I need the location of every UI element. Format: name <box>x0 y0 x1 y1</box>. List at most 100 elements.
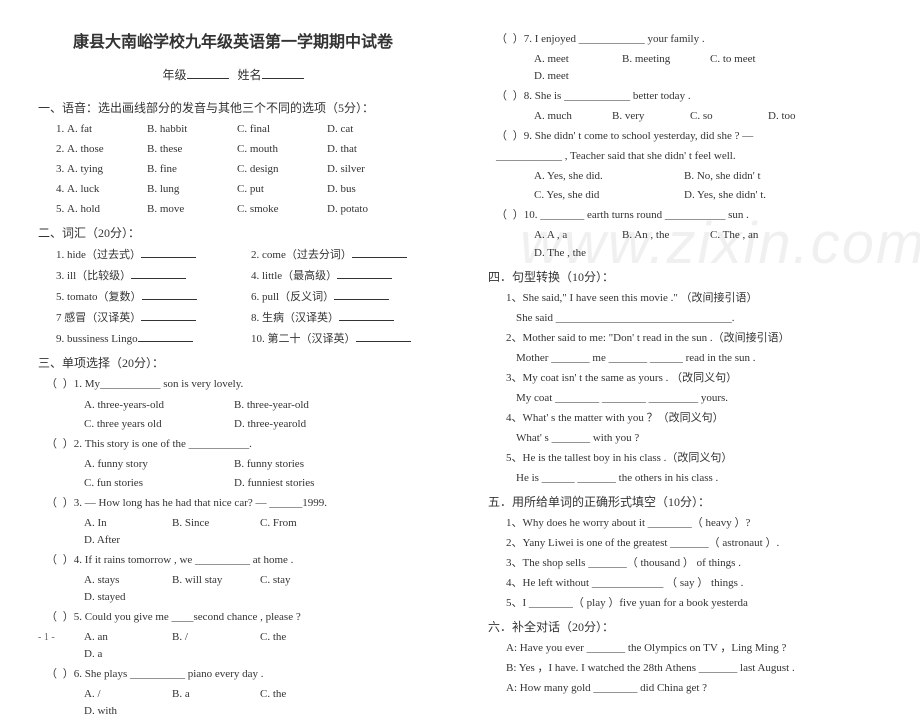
a: A. funny story <box>84 456 234 473</box>
b: B. a <box>172 686 260 703</box>
r: 2. come（过去分词） <box>251 249 352 261</box>
blank[interactable] <box>142 288 197 300</box>
b: B. these <box>147 141 237 158</box>
a: A. A , a <box>534 227 622 244</box>
q5: （ ）5. Could you give me ____second chanc… <box>46 609 428 626</box>
b: B. funny stories <box>234 456 384 473</box>
q10: （ ）10. ________ earth turns round ______… <box>496 207 882 224</box>
s5-1: 1、Why does he worry about it ________（ h… <box>506 515 882 532</box>
stem: ）7. I enjoyed ____________ your family . <box>513 33 705 45</box>
a: A. three-years-old <box>84 397 234 414</box>
q6-opts: A. /B. aC. theD. with <box>84 686 428 720</box>
l: 9. bussiness Lingo <box>56 333 138 345</box>
c: C. so <box>690 108 768 125</box>
q9: （ ）9. She didn' t come to school yesterd… <box>496 128 882 145</box>
s6-2: B: Yes ，I have. I watched the 28th Athen… <box>506 660 882 677</box>
a: A. fat <box>67 121 147 138</box>
a: A. tying <box>67 161 147 178</box>
d: D. The , the <box>534 245 622 262</box>
sec1-row5: 5. A. holdB. moveC. smokeD. potato <box>56 201 428 218</box>
blank[interactable] <box>131 267 186 279</box>
q2-opts: A. funny storyB. funny stories <box>84 456 428 473</box>
a: A. / <box>84 686 172 703</box>
r: 6. pull（反义词） <box>251 291 334 303</box>
s5-5: 5、I ________（ play ）five yuan for a book… <box>506 595 882 612</box>
d: D. funniest stories <box>234 475 384 492</box>
name-label: 姓名 <box>238 68 262 82</box>
s5-4: 4、He left without _____________ （ say ） … <box>506 575 882 592</box>
stem: ）5. Could you give me ____second chance … <box>63 611 301 623</box>
right-column: （ ）7. I enjoyed ____________ your family… <box>460 0 920 651</box>
q1-opts2: C. three years oldD. three-yearold <box>84 416 428 433</box>
cont: ____________ , Teacher said that she did… <box>496 150 736 162</box>
sec2-row2: 3. ill（比较级）4. little（最高级） <box>56 267 428 285</box>
stem: ）6. She plays __________ piano every day… <box>63 668 264 680</box>
c: C. the <box>260 629 348 646</box>
q8-opts: A. muchB. veryC. soD. too <box>534 108 882 125</box>
sec4-heading: 四．句型转换（10分）： <box>488 268 882 285</box>
s4-2a: 2、Mother said to me: "Don' t read in the… <box>506 330 882 347</box>
c: C. smoke <box>237 201 327 218</box>
blank[interactable] <box>339 309 394 321</box>
b: B. very <box>612 108 690 125</box>
d: D. stayed <box>84 589 172 606</box>
page-title: 康县大南峪学校九年级英语第一学期期中试卷 <box>38 28 428 52</box>
d: D. that <box>327 141 397 158</box>
b: B. three-year-old <box>234 397 384 414</box>
blank[interactable] <box>138 330 193 342</box>
a: A. meet <box>534 51 622 68</box>
d: D. cat <box>327 121 397 138</box>
blank[interactable] <box>141 246 196 258</box>
q7: （ ）7. I enjoyed ____________ your family… <box>496 31 882 48</box>
sec1-row2: 2. A. thoseB. theseC. mouthD. that <box>56 141 428 158</box>
r: 10. 第二十（汉译英） <box>251 333 356 345</box>
a: A. luck <box>67 181 147 198</box>
blank[interactable] <box>141 309 196 321</box>
s5-3: 3、The shop sells _______（ thousand ） of … <box>506 555 882 572</box>
d: D. After <box>84 532 172 549</box>
blank[interactable] <box>352 246 407 258</box>
d: D. too <box>768 108 846 125</box>
stem: ）3. — How long has he had that nice car?… <box>63 497 327 509</box>
sec1-row1: 1. A. fatB. habbitC. finalD. cat <box>56 121 428 138</box>
s4-5a: 5、He is the tallest boy in his class .（改… <box>506 450 882 467</box>
q7-opts: A. meetB. meetingC. to meetD. meet <box>534 51 882 85</box>
d: D. bus <box>327 181 397 198</box>
c: C. the <box>260 686 348 703</box>
stem: ）9. She didn' t come to school yesterday… <box>513 130 753 142</box>
d: D. Yes, she didn' t. <box>684 187 834 204</box>
r: 4. little（最高级） <box>251 270 337 282</box>
page-footer: - 1 - <box>38 632 55 643</box>
l: 1. hide（过去式） <box>56 249 141 261</box>
sec1-heading: 一、语音：选出画线部分的发音与其他三个不同的选项（5分）： <box>38 99 428 116</box>
b: B. No, she didn' t <box>684 168 834 185</box>
grade-blank[interactable] <box>187 67 229 79</box>
a: A. those <box>67 141 147 158</box>
d: D. silver <box>327 161 397 178</box>
s5-2: 2、Yany Liwei is one of the greatest ____… <box>506 535 882 552</box>
q4: （ ）4. If it rains tomorrow , we ________… <box>46 552 428 569</box>
q10-opts: A. A , aB. An , theC. The , anD. The , t… <box>534 227 882 261</box>
b: B. / <box>172 629 260 646</box>
q9-opts2: C. Yes, she didD. Yes, she didn' t. <box>534 187 882 204</box>
q3: （ ）3. — How long has he had that nice ca… <box>46 495 428 512</box>
a: A. In <box>84 515 172 532</box>
s4-2b: Mother _______ me _______ ______ read in… <box>516 350 882 367</box>
d: D. meet <box>534 68 622 85</box>
c: C. fun stories <box>84 475 234 492</box>
blank[interactable] <box>337 267 392 279</box>
s4-1b: She said _______________________________… <box>516 310 882 327</box>
q4-opts: A. staysB. will stayC. stayD. stayed <box>84 572 428 606</box>
a: A. Yes, she did. <box>534 168 684 185</box>
q2: （ ）2. This story is one of the _________… <box>46 436 428 453</box>
s4-4a: 4、What' s the matter with you ？（改同义句） <box>506 410 882 427</box>
q8: （ ）8. She is ____________ better today . <box>496 88 882 105</box>
b: B. An , the <box>622 227 710 244</box>
name-blank[interactable] <box>262 67 304 79</box>
q6: （ ）6. She plays __________ piano every d… <box>46 666 428 683</box>
b: B. lung <box>147 181 237 198</box>
sec1-row4: 4. A. luckB. lungC. putD. bus <box>56 181 428 198</box>
blank[interactable] <box>356 330 411 342</box>
s4-3b: My coat ________ ________ _________ your… <box>516 390 882 407</box>
blank[interactable] <box>334 288 389 300</box>
